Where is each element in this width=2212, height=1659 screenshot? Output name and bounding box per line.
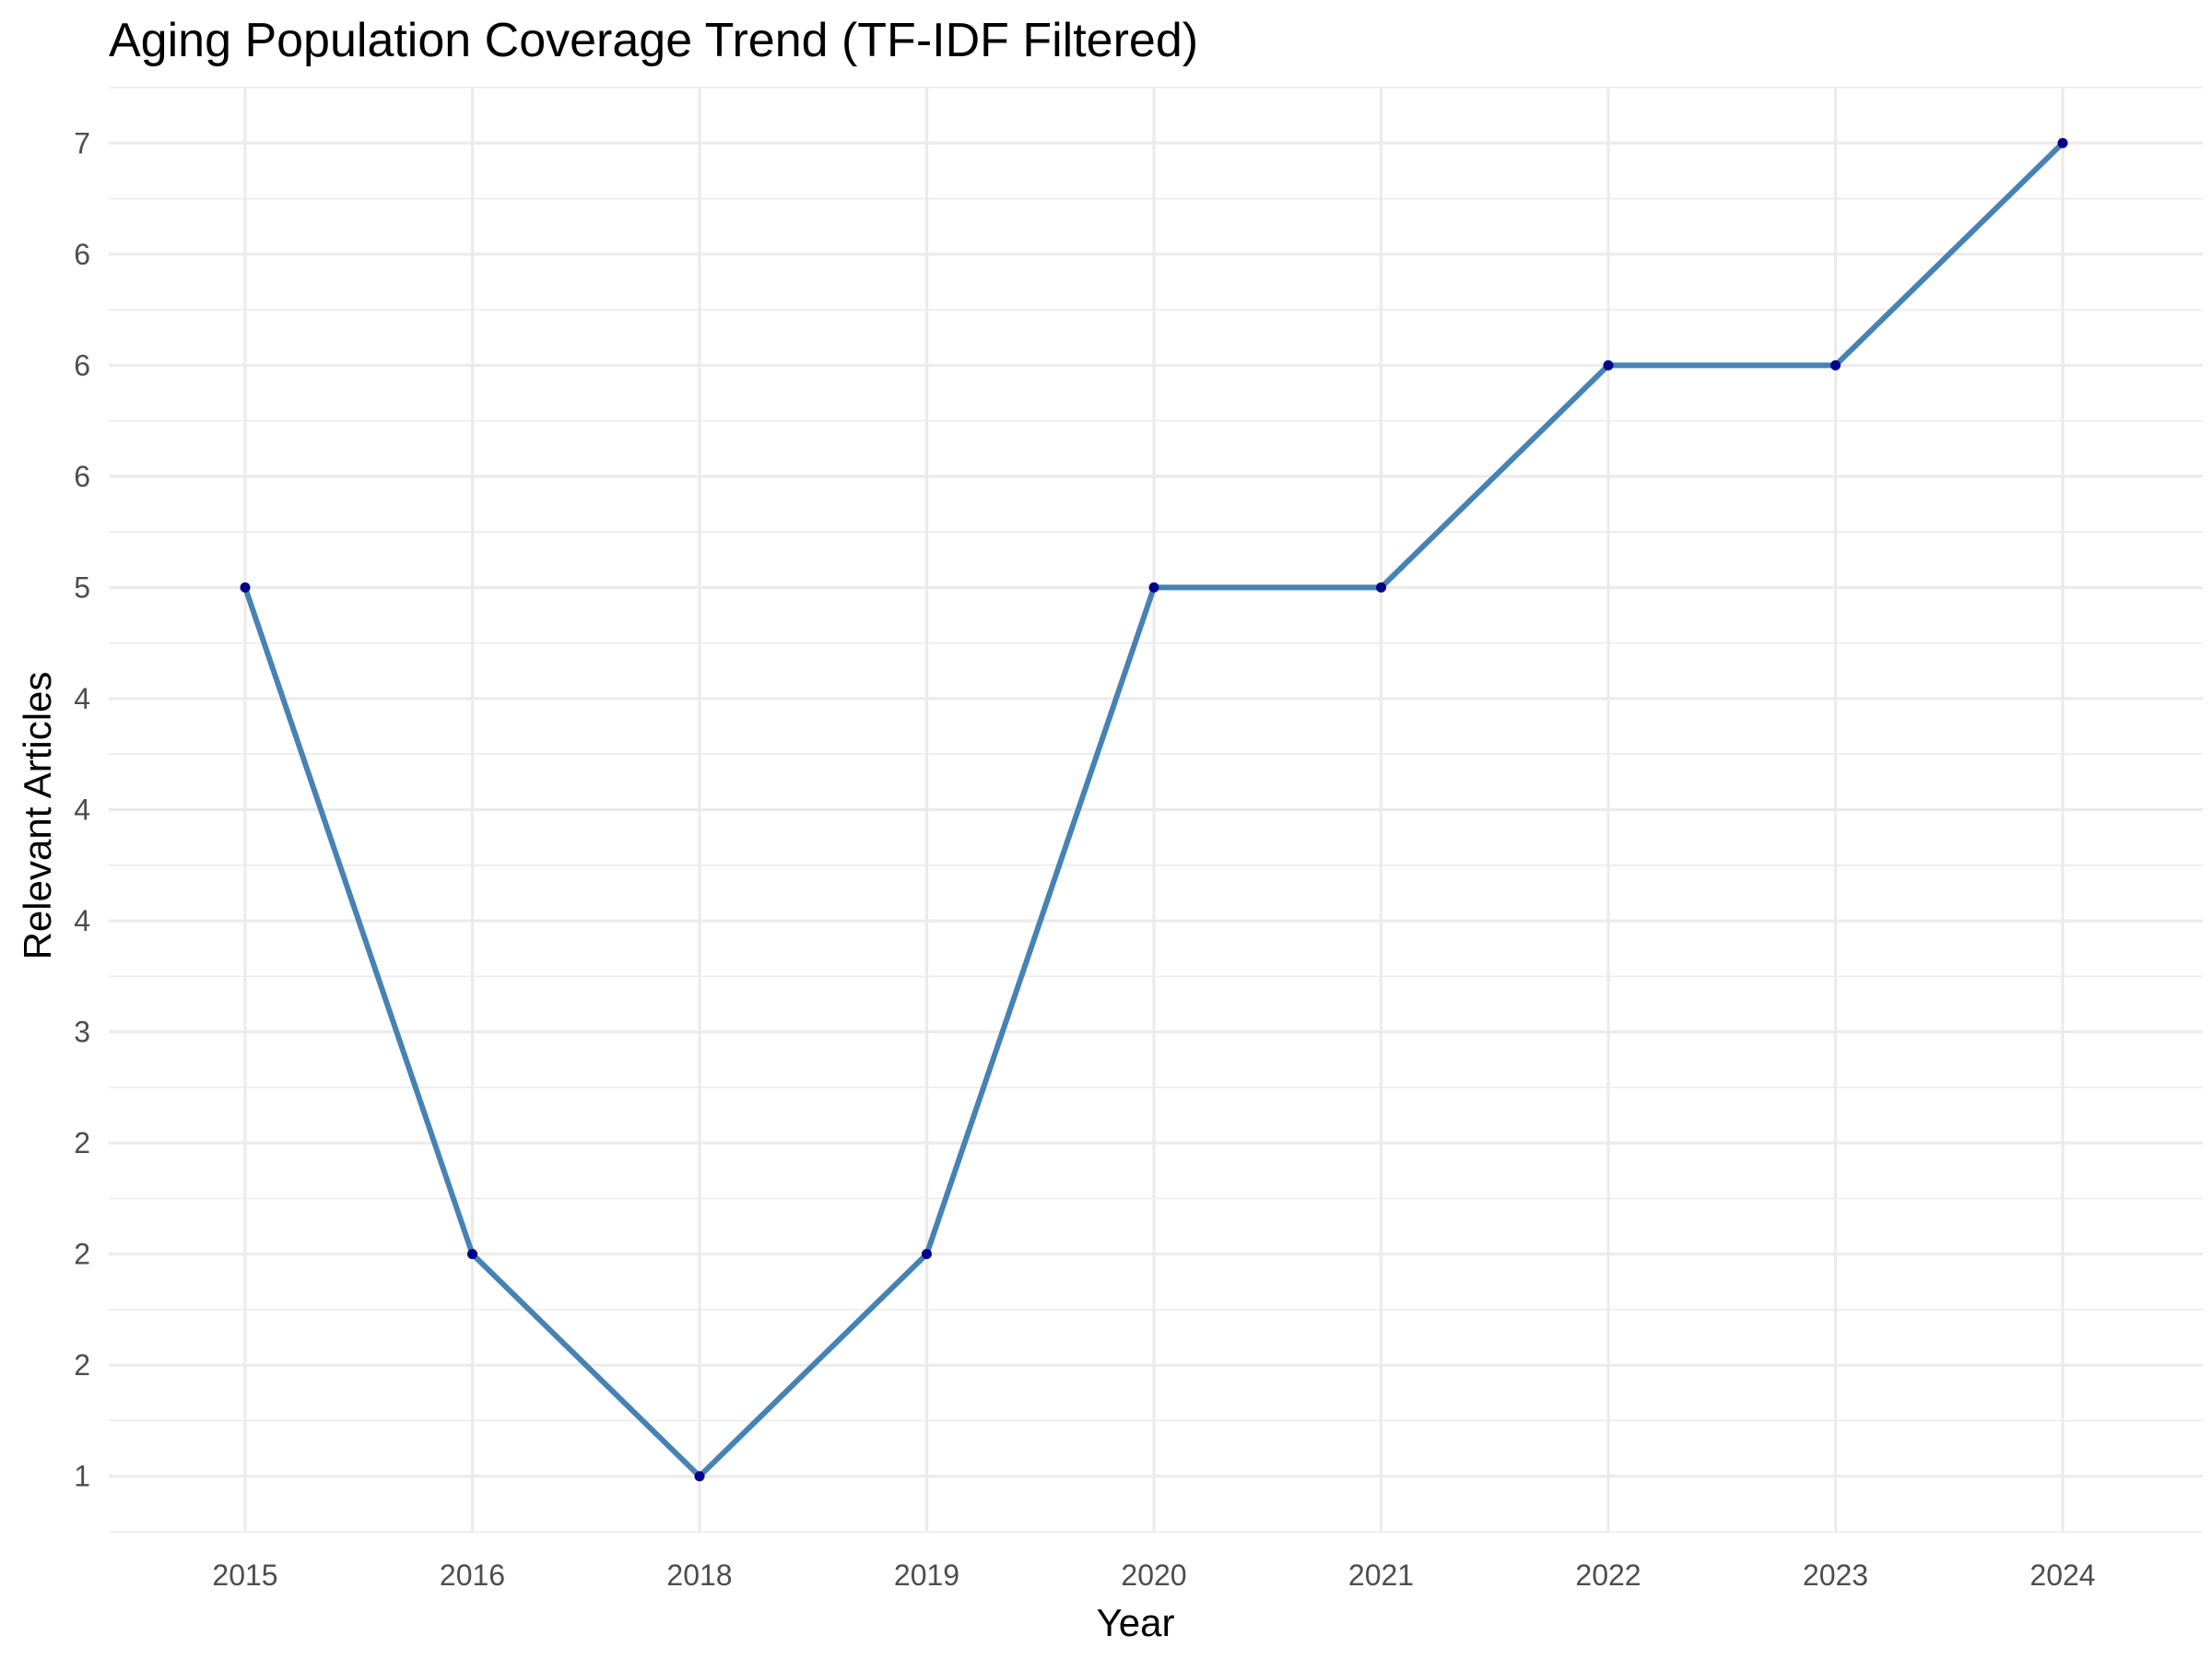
y-tick-label: 4 (74, 904, 90, 937)
x-tick-label: 2018 (666, 1559, 732, 1592)
data-point (694, 1471, 705, 1482)
y-tick-label: 6 (74, 348, 90, 382)
data-point (1148, 582, 1159, 593)
y-tick-label: 2 (74, 1238, 90, 1271)
data-point (1376, 582, 1386, 593)
x-tick-label: 2023 (1803, 1559, 1868, 1592)
x-tick-label: 2024 (2030, 1559, 2095, 1592)
data-point (2057, 137, 2068, 148)
chart-title: Aging Population Coverage Trend (TF-IDF … (109, 14, 1199, 67)
data-point (922, 1249, 932, 1260)
x-tick-label: 2015 (212, 1559, 277, 1592)
minor-gridlines (109, 87, 2203, 1533)
data-point (1603, 359, 1614, 371)
y-tick-label: 6 (74, 238, 90, 271)
x-tick-label: 2016 (440, 1559, 505, 1592)
x-tick-label: 2019 (894, 1559, 959, 1592)
x-tick-label: 2020 (1121, 1559, 1186, 1592)
y-tick-label: 2 (74, 1348, 90, 1382)
y-tick-label: 3 (74, 1016, 90, 1049)
y-tick-label: 6 (74, 460, 90, 493)
x-tick-label: 2022 (1575, 1559, 1641, 1592)
y-tick-label: 2 (74, 1126, 90, 1159)
y-tick-labels: 1 2 2 2 3 4 4 4 5 6 6 6 7 (74, 126, 90, 1492)
y-tick-label: 4 (74, 794, 90, 827)
data-points (240, 137, 2068, 1482)
major-gridlines (109, 88, 2203, 1532)
y-tick-label: 1 (74, 1460, 90, 1493)
y-tick-label: 7 (74, 126, 90, 159)
data-point (467, 1249, 477, 1260)
data-point (1830, 359, 1841, 371)
x-axis-title: Year (1097, 1601, 1175, 1644)
x-tick-label: 2021 (1348, 1559, 1414, 1592)
y-axis-title: Relevant Articles (16, 672, 59, 960)
y-tick-label: 5 (74, 571, 90, 604)
y-tick-label: 4 (74, 682, 90, 715)
x-tick-labels: 2015 2016 2018 2019 2020 2021 2022 2023 2024 (212, 1559, 2095, 1592)
data-point (240, 582, 251, 593)
